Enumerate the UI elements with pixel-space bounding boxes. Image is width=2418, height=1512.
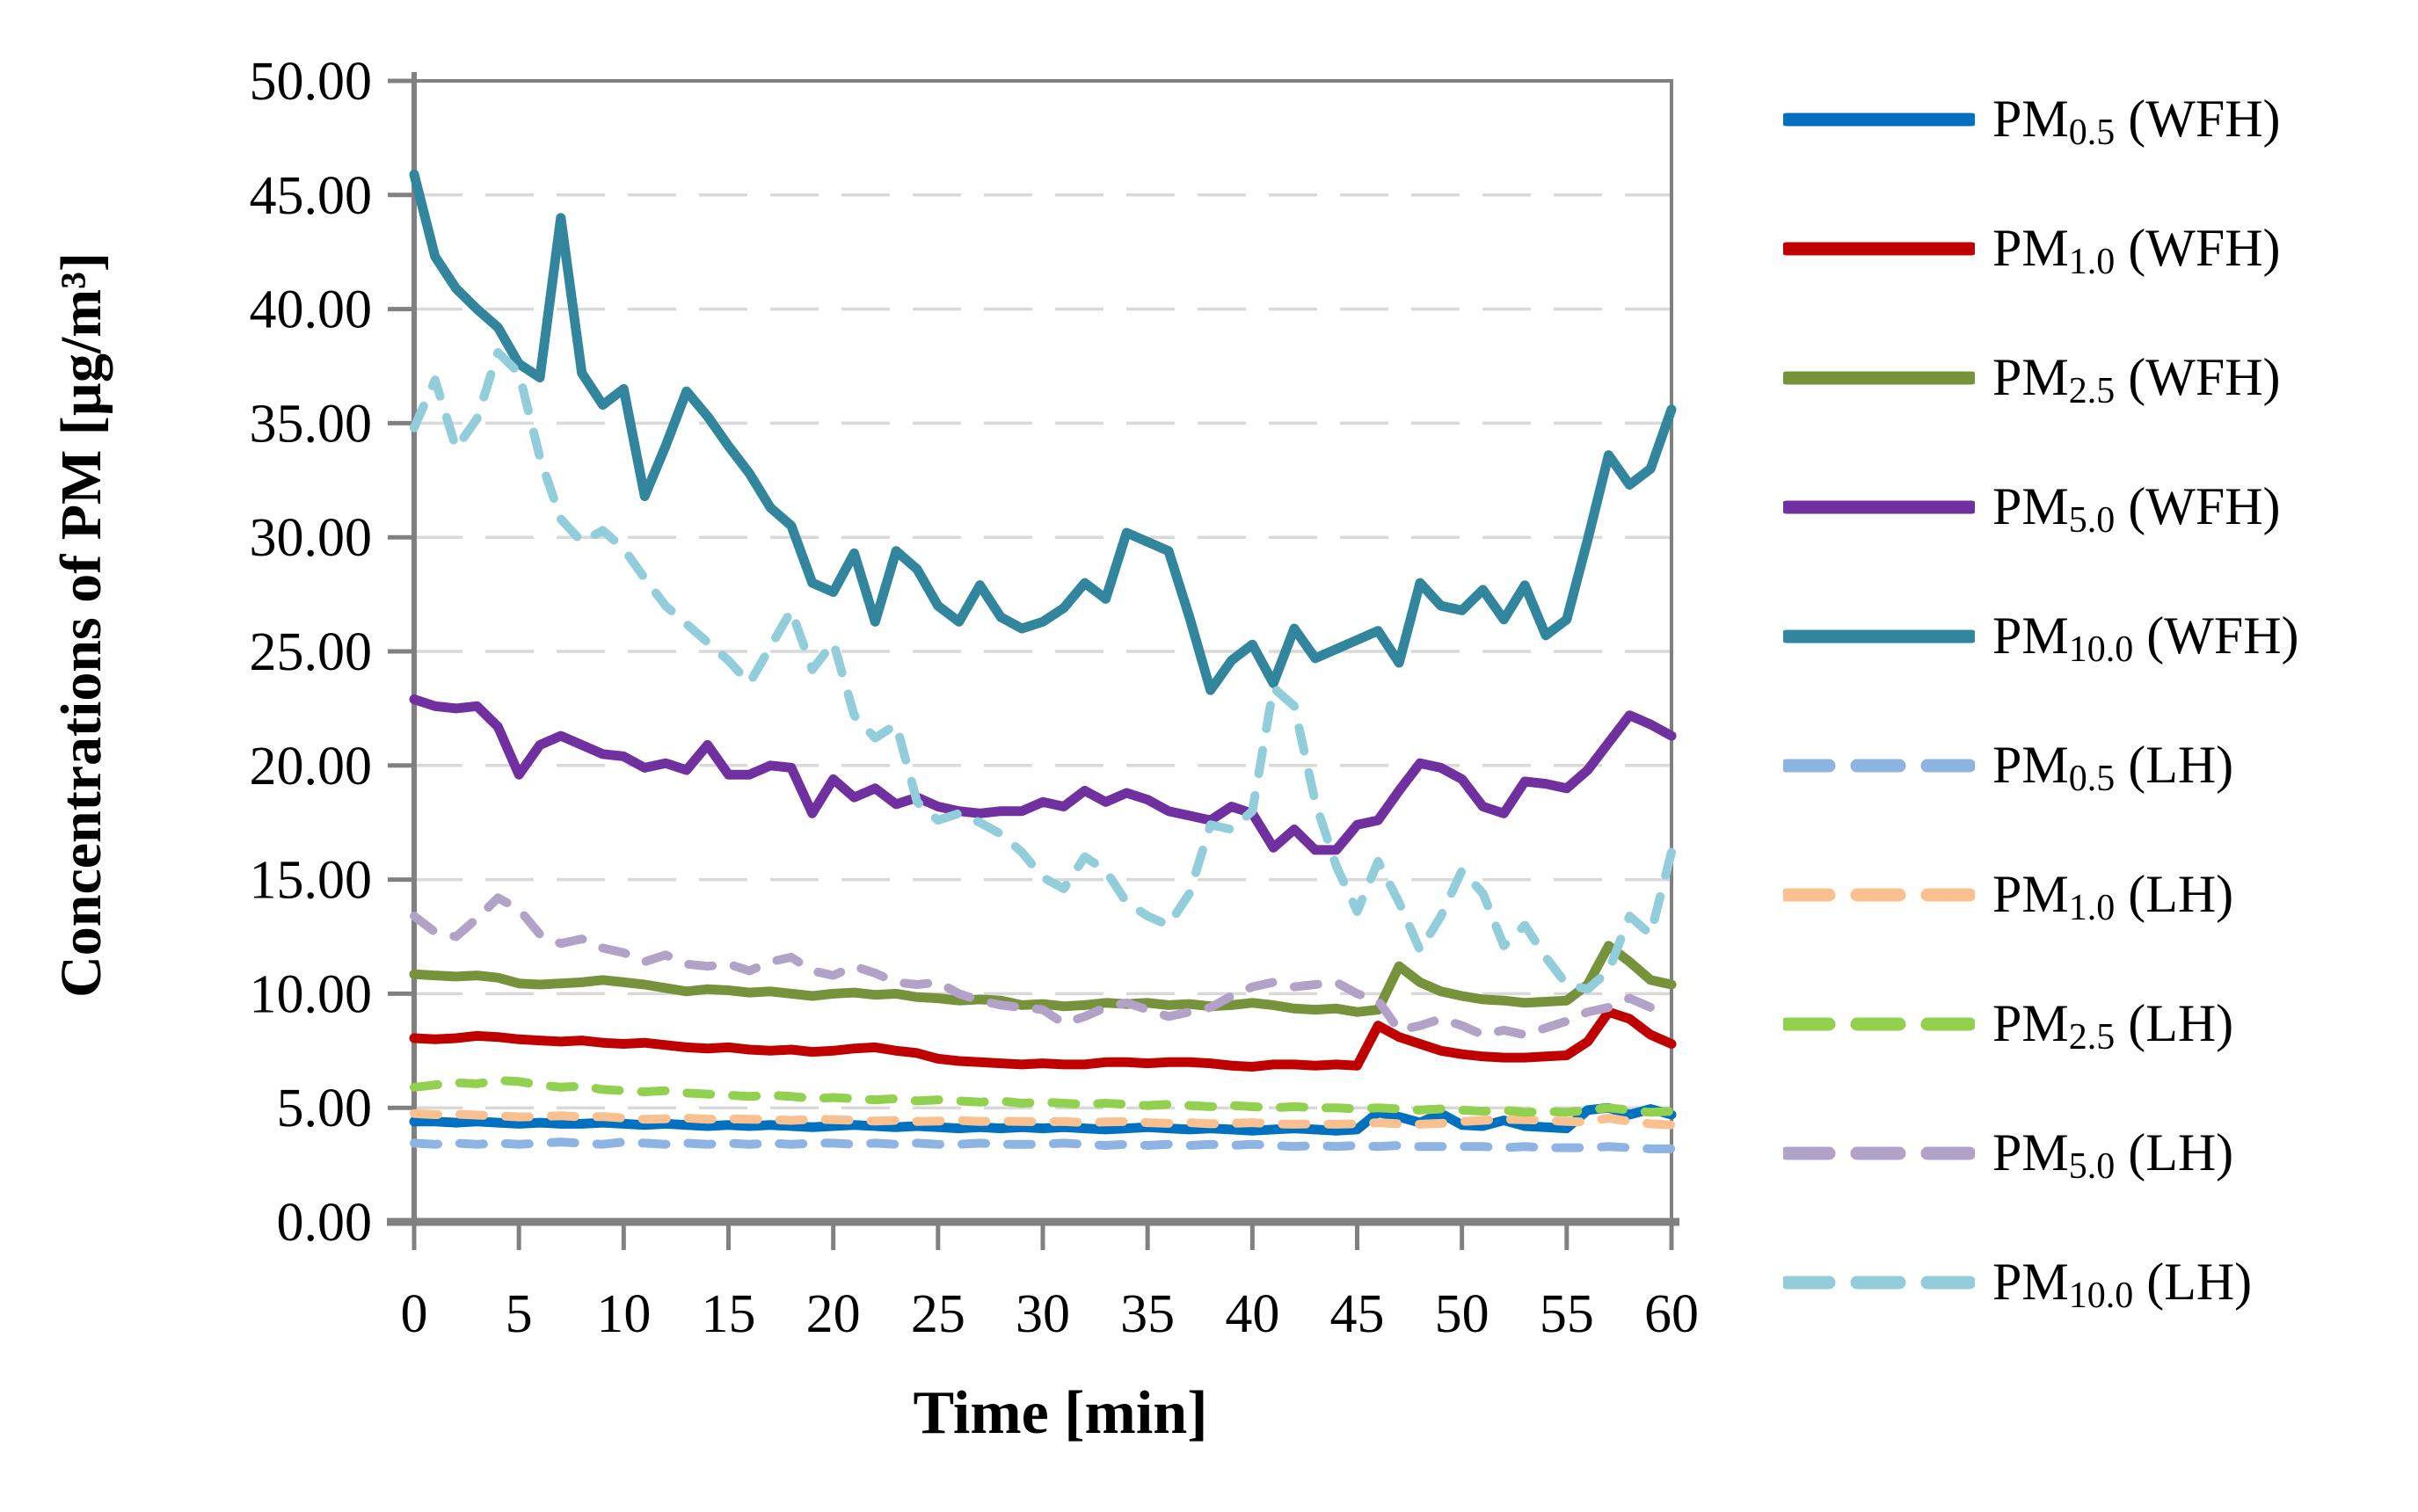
legend-label: PM2.5 (LH) bbox=[1992, 994, 2234, 1058]
y-tick-label: 50.00 bbox=[250, 52, 373, 112]
legend-marker-solid bbox=[1783, 242, 1975, 255]
legend-label: PM1.0 (WFH) bbox=[1992, 219, 2281, 283]
legend-marker-dashed bbox=[1783, 1146, 1975, 1159]
legend-item-PM2.5-LH-: PM2.5 (LH) bbox=[1783, 959, 2411, 1088]
x-tick-label: 30 bbox=[1016, 1284, 1070, 1344]
legend-item-PM0.5-WFH-: PM0.5 (WFH) bbox=[1783, 55, 2411, 184]
y-tick-label: 40.00 bbox=[250, 280, 373, 340]
series-line-PM1.0-LH- bbox=[410, 1109, 1676, 1130]
x-tick-label: 45 bbox=[1330, 1284, 1385, 1344]
series-line-PM10.0-LH- bbox=[410, 347, 1676, 994]
x-tick-label: 10 bbox=[596, 1284, 651, 1344]
x-tick-label: 50 bbox=[1435, 1284, 1489, 1344]
legend-label: PM1.0 (LH) bbox=[1992, 865, 2234, 929]
legend-label: PM5.0 (WFH) bbox=[1992, 477, 2281, 542]
y-tick-label: 25.00 bbox=[250, 622, 373, 682]
series-line-PM0.5-WFH- bbox=[409, 1102, 1677, 1136]
legend-item-PM10.0-WFH-: PM10.0 (WFH) bbox=[1783, 571, 2411, 701]
x-tick-label: 25 bbox=[911, 1284, 965, 1344]
legend-item-PM1.0-LH-: PM1.0 (LH) bbox=[1783, 830, 2411, 959]
legend-label: PM2.5 (WFH) bbox=[1992, 348, 2281, 412]
x-tick-label: 60 bbox=[1644, 1284, 1699, 1344]
y-tick-label: 15.00 bbox=[250, 851, 373, 911]
series-line-PM5.0-LH- bbox=[410, 893, 1676, 1040]
legend-label: PM10.0 (WFH) bbox=[1992, 607, 2299, 671]
y-tick-label: 45.00 bbox=[250, 166, 373, 226]
legend-label: PM5.0 (LH) bbox=[1992, 1123, 2234, 1188]
x-tick-label: 20 bbox=[806, 1284, 861, 1344]
y-tick-label: 20.00 bbox=[250, 737, 373, 796]
y-tick-label: 10.00 bbox=[250, 964, 373, 1024]
series-line-PM1.0-WFH- bbox=[409, 1007, 1677, 1072]
legend-marker-dashed bbox=[1783, 1276, 1975, 1289]
legend-item-PM5.0-LH-: PM5.0 (LH) bbox=[1783, 1088, 2411, 1218]
x-axis-title: Time [min] bbox=[913, 1379, 1208, 1447]
x-tick-label: 40 bbox=[1225, 1284, 1279, 1344]
legend-item-PM2.5-WFH-: PM2.5 (WFH) bbox=[1783, 313, 2411, 442]
y-tick-label: 35.00 bbox=[250, 394, 373, 454]
legend-item-PM10.0-LH-: PM10.0 (LH) bbox=[1783, 1218, 2411, 1347]
series-line-PM5.0-WFH- bbox=[409, 694, 1677, 855]
legend-label: PM0.5 (LH) bbox=[1992, 736, 2234, 800]
legend-marker-solid bbox=[1783, 500, 1975, 513]
legend-marker-solid bbox=[1783, 629, 1975, 643]
legend-marker-dashed bbox=[1783, 1017, 1975, 1030]
series-line-PM2.5-WFH- bbox=[409, 941, 1677, 1017]
x-tick-label: 55 bbox=[1540, 1284, 1594, 1344]
x-tick-label: 0 bbox=[401, 1284, 428, 1344]
legend-item-PM0.5-LH-: PM0.5 (LH) bbox=[1783, 701, 2411, 830]
chart-legend: PM0.5 (WFH) PM1.0 (WFH) PM2.5 (WFH) PM5.0 (… bbox=[1783, 55, 2411, 1347]
legend-label: PM10.0 (LH) bbox=[1992, 1253, 2253, 1317]
legend-marker-dashed bbox=[1783, 888, 1975, 901]
x-tick-label: 5 bbox=[506, 1284, 533, 1344]
legend-label: PM0.5 (WFH) bbox=[1992, 90, 2281, 154]
legend-item-PM5.0-WFH-: PM5.0 (WFH) bbox=[1783, 442, 2411, 571]
legend-item-PM1.0-WFH-: PM1.0 (WFH) bbox=[1783, 184, 2411, 313]
series-line-PM2.5-LH- bbox=[410, 1076, 1676, 1117]
x-tick-label: 15 bbox=[702, 1284, 756, 1344]
legend-marker-dashed bbox=[1783, 759, 1975, 772]
legend-marker-solid bbox=[1783, 371, 1975, 384]
y-tick-label: 5.00 bbox=[277, 1079, 373, 1138]
series-line-PM10.0-WFH- bbox=[409, 169, 1677, 695]
series-line-PM0.5-LH- bbox=[410, 1138, 1676, 1153]
x-tick-label: 35 bbox=[1120, 1284, 1175, 1344]
y-tick-label: 0.00 bbox=[277, 1193, 373, 1253]
y-axis-title: Concentrations of PM [µg/m³] bbox=[49, 252, 113, 998]
legend-marker-solid bbox=[1783, 113, 1975, 126]
y-tick-label: 30.00 bbox=[250, 508, 373, 568]
